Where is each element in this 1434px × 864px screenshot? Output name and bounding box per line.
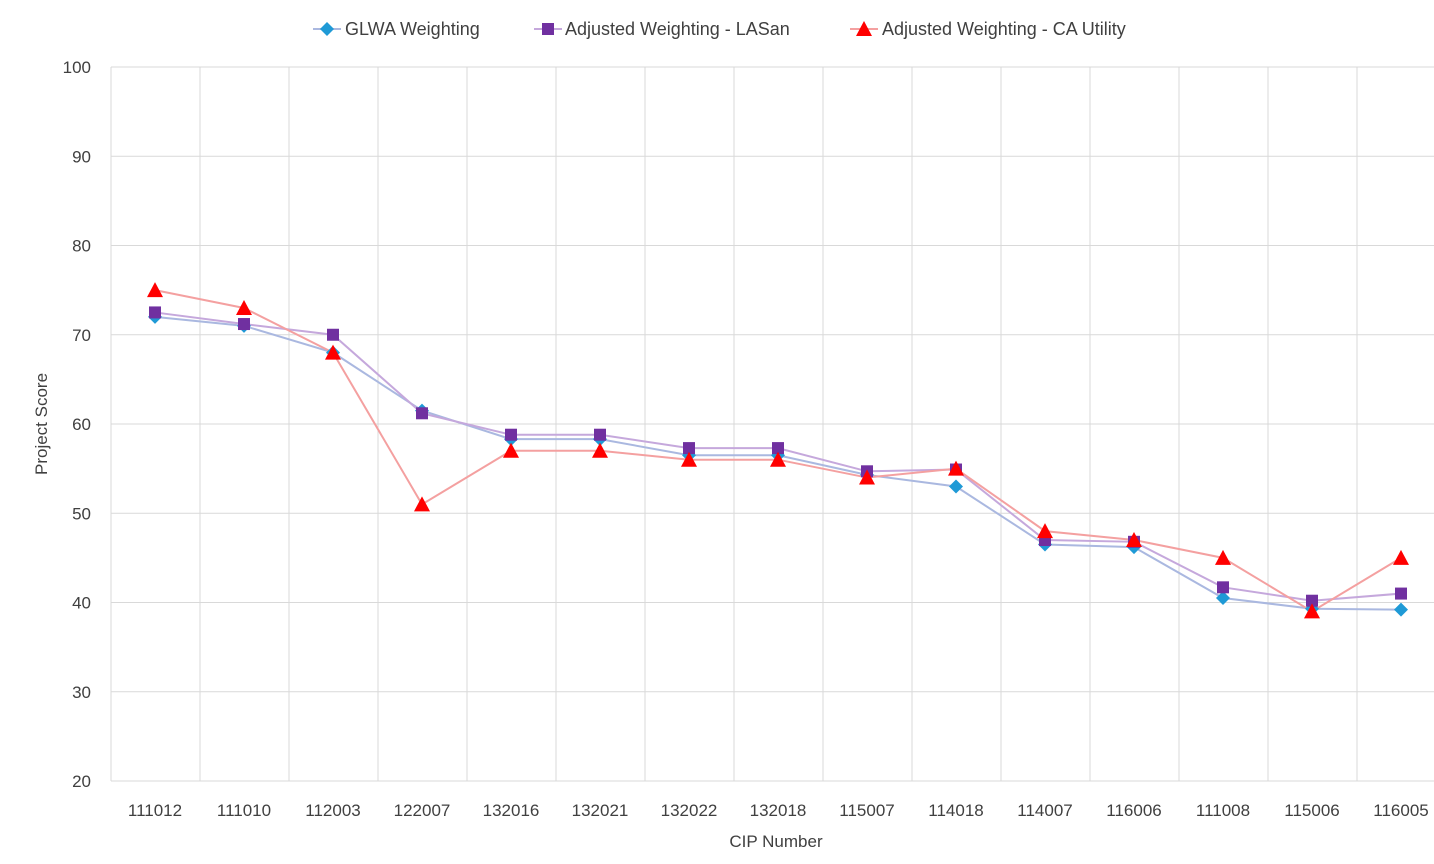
x-tick-label: 132018	[750, 801, 807, 820]
data-point-adjusted-lasan	[1306, 594, 1318, 607]
y-tick-label: 50	[72, 504, 91, 523]
x-tick-label: 115007	[839, 801, 894, 820]
data-point-adjusted-ca-utility	[681, 451, 697, 467]
data-point-adjusted-ca-utility	[1304, 603, 1320, 619]
data-point-adjusted-ca-utility	[859, 469, 875, 485]
data-point-adjusted-ca-utility	[770, 451, 786, 467]
x-axis-title: CIP Number	[729, 832, 823, 851]
x-tick-label: 116005	[1373, 801, 1428, 820]
x-tick-label: 132016	[483, 801, 540, 820]
data-point-adjusted-lasan	[505, 428, 517, 441]
data-point-adjusted-lasan	[683, 442, 695, 455]
y-tick-label: 100	[63, 58, 91, 77]
x-tick-label: 122007	[394, 801, 451, 820]
data-point-adjusted-ca-utility	[948, 460, 964, 476]
legend-label-glwa-weighting: GLWA Weighting	[345, 19, 480, 39]
data-point-adjusted-ca-utility	[503, 442, 519, 458]
data-point-adjusted-ca-utility	[1393, 549, 1409, 565]
data-point-glwa-weighting	[949, 479, 963, 494]
x-tick-label: 114007	[1017, 801, 1072, 820]
data-point-adjusted-lasan	[149, 306, 161, 319]
x-tick-label: 132022	[661, 801, 718, 820]
y-axis-title: Project Score	[32, 373, 51, 475]
data-point-glwa-weighting	[1394, 602, 1408, 617]
legend-label-adjusted-ca-utility: Adjusted Weighting - CA Utility	[882, 19, 1126, 39]
y-tick-label: 60	[72, 415, 91, 434]
x-tick-label: 116006	[1106, 801, 1161, 820]
data-point-glwa-weighting	[1216, 591, 1230, 606]
y-tick-label: 20	[72, 772, 91, 791]
y-tick-label: 90	[72, 147, 91, 166]
data-point-adjusted-lasan	[772, 442, 784, 455]
data-point-adjusted-lasan	[1395, 587, 1407, 600]
series-markers	[147, 282, 1409, 619]
y-tick-label: 30	[72, 683, 91, 702]
x-tick-label: 115006	[1284, 801, 1339, 820]
data-point-adjusted-ca-utility	[414, 496, 430, 512]
legend-marker-adjusted-lasan	[542, 23, 554, 35]
data-point-adjusted-ca-utility	[1215, 549, 1231, 565]
data-point-adjusted-lasan	[327, 328, 339, 341]
data-point-adjusted-lasan	[594, 428, 606, 441]
y-tick-label: 70	[72, 326, 91, 345]
x-axis-ticks: 111012 111010 112003 122007 132016 132021 1320…	[128, 801, 1429, 820]
legend-marker-adjusted-ca-utility	[856, 21, 872, 36]
chart-legend: GLWA Weighting Adjusted Weighting - LASan…	[313, 19, 1126, 39]
x-tick-label: 114018	[928, 801, 983, 820]
legend-marker-glwa-weighting	[320, 22, 334, 36]
x-tick-label: 112003	[305, 801, 360, 820]
legend-label-adjusted-lasan: Adjusted Weighting - LASan	[565, 19, 790, 39]
x-tick-label: 132021	[572, 801, 629, 820]
y-axis-ticks: 20 30 40 50 60 70 80 90 100	[63, 58, 91, 791]
data-point-adjusted-lasan	[238, 318, 250, 331]
data-point-adjusted-lasan	[416, 407, 428, 420]
data-point-adjusted-ca-utility	[147, 282, 163, 298]
x-tick-label: 111010	[217, 801, 271, 820]
data-point-adjusted-lasan	[1217, 581, 1229, 594]
grid-lines	[110, 66, 1434, 782]
data-point-adjusted-ca-utility	[1126, 532, 1142, 548]
x-tick-label: 111012	[128, 801, 182, 820]
y-tick-label: 40	[72, 594, 91, 613]
x-tick-label: 111008	[1196, 801, 1250, 820]
y-tick-label: 80	[72, 237, 91, 256]
data-point-adjusted-ca-utility	[592, 442, 608, 458]
data-point-adjusted-ca-utility	[236, 299, 252, 315]
data-point-adjusted-ca-utility	[325, 344, 341, 360]
data-point-adjusted-ca-utility	[1037, 523, 1053, 539]
